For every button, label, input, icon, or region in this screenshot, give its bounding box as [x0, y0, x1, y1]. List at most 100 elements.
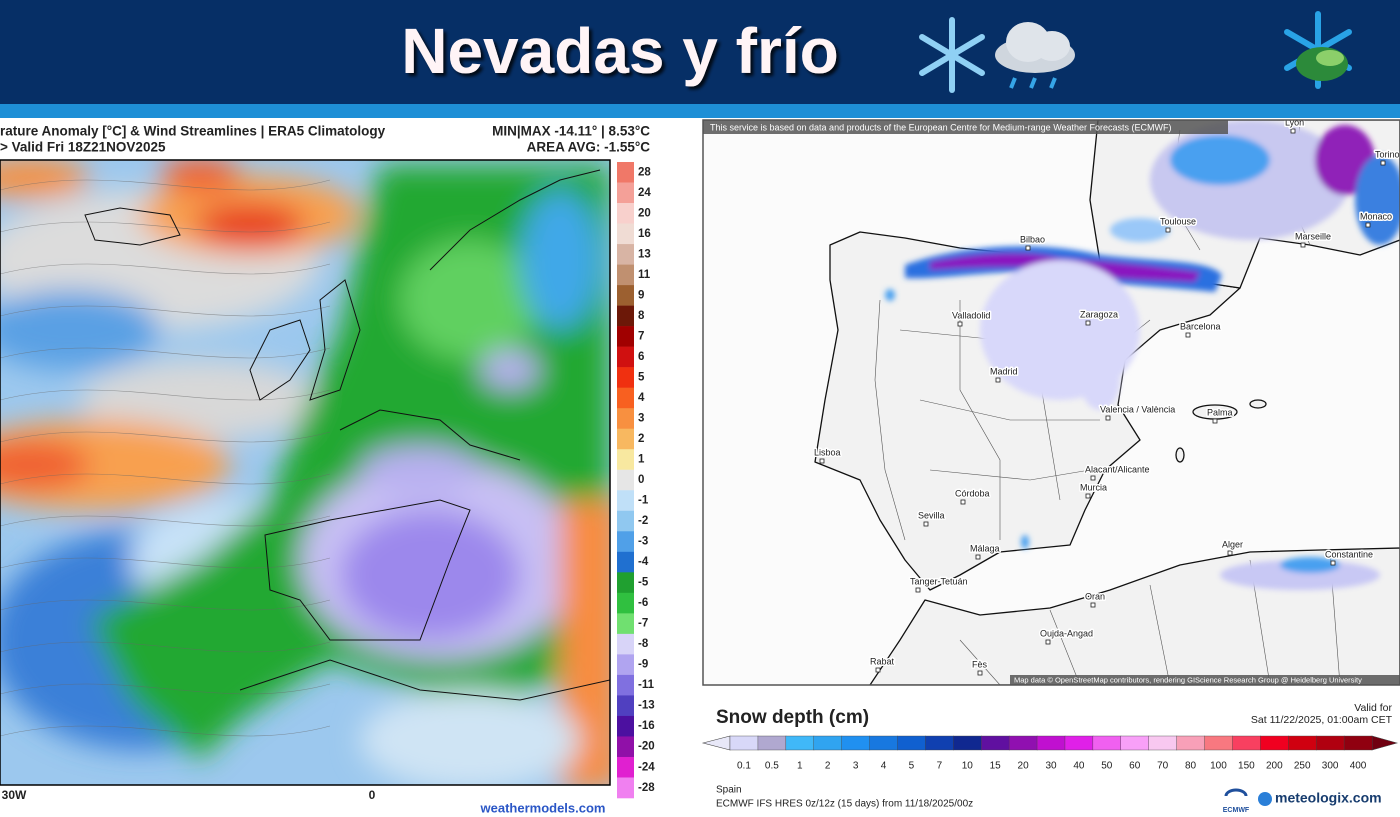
legend-arrow-low — [701, 735, 731, 751]
left-map-title: rature Anomaly [°C] & Wind Streamlines |… — [0, 124, 386, 139]
legend-swatch — [1260, 735, 1289, 751]
city-label: Torino — [1375, 149, 1400, 159]
snow-cover — [885, 120, 1400, 590]
legend-swatch — [981, 735, 1010, 751]
coastline — [264, 499, 471, 641]
streamline — [0, 179, 331, 191]
coastline — [239, 659, 610, 701]
colorbar-swatch — [617, 674, 634, 696]
city-labels: Lyon Torino Monaco Marseille Toulouse Bilbao V… — [813, 120, 1400, 676]
anomaly-blob — [360, 690, 580, 785]
colorbar-swatch — [617, 592, 634, 614]
header-bar — [0, 0, 1400, 104]
snow-area — [1280, 557, 1340, 573]
meteologix-icon — [1258, 792, 1272, 806]
coastline — [249, 319, 311, 401]
legend-label: 5 — [909, 761, 915, 772]
anomaly-blob — [480, 350, 540, 390]
snow-area — [1110, 218, 1170, 242]
city-marker — [1105, 415, 1111, 421]
streamline — [0, 641, 331, 653]
coastline — [309, 279, 361, 401]
legend-swatch — [785, 735, 815, 751]
colorbar-label: -5 — [638, 577, 649, 589]
valid-time: Sat 11/22/2025, 01:00am CET — [1251, 714, 1393, 726]
colorbar-swatch — [617, 736, 634, 758]
legend-swatch — [869, 735, 898, 751]
city-marker — [1227, 550, 1233, 556]
left-map-area-avg: AREA AVG: -1.55°C — [527, 140, 651, 155]
city-label: Córdoba — [955, 488, 990, 498]
colorbar-label: 1 — [638, 454, 645, 466]
streamline — [0, 599, 331, 611]
colorbar-swatch — [617, 326, 634, 347]
legend-swatch — [1064, 735, 1094, 751]
anomaly-blob — [80, 360, 320, 440]
legend-label: 2 — [825, 761, 831, 772]
legend-label: 150 — [1238, 761, 1255, 772]
colorbar-swatch — [617, 449, 634, 471]
temperature-anomaly-map — [0, 160, 610, 785]
anomaly-blob — [340, 510, 520, 640]
streamline — [0, 263, 331, 275]
colorbar-label: -24 — [638, 761, 655, 773]
streamline — [0, 431, 331, 443]
city-label: Toulouse — [1160, 216, 1196, 226]
borders — [874, 124, 1341, 685]
city-marker — [975, 554, 981, 560]
colorbar-label: -1 — [638, 495, 649, 507]
colorbar-label: 4 — [638, 392, 645, 404]
snow-area — [1080, 350, 1120, 410]
legend-label: 7 — [937, 761, 943, 772]
city-label: Fès — [972, 659, 988, 669]
city-marker — [1085, 320, 1091, 326]
anomaly-blob — [400, 240, 540, 360]
colorbar-swatch — [617, 531, 634, 553]
island — [1175, 447, 1185, 463]
colorbar-label: 24 — [638, 187, 651, 199]
legend-label: 4 — [881, 761, 887, 772]
legend-swatch — [1288, 735, 1317, 751]
wind-streamlines — [0, 179, 331, 737]
legend-swatch — [757, 735, 787, 751]
border-line — [959, 639, 1001, 685]
legend-swatch — [1036, 735, 1066, 751]
attribution-box — [1010, 675, 1400, 685]
city-marker — [1165, 227, 1171, 233]
meteologix-text: meteologix.com — [1275, 790, 1382, 806]
border-line — [1049, 609, 1081, 685]
legend-label: 3 — [853, 761, 859, 772]
anomaly-blob — [0, 420, 230, 510]
legend-label: 50 — [1101, 761, 1113, 772]
snow-area — [1220, 560, 1380, 590]
legend-label: 40 — [1073, 761, 1085, 772]
colorbar-swatch — [617, 510, 634, 532]
colorbar-swatch — [617, 305, 634, 327]
border-line — [874, 299, 906, 541]
city-marker — [1085, 493, 1091, 499]
left-map-minmax: MIN|MAX -14.11° | 8.53°C — [492, 124, 650, 139]
city-label: Bilbao — [1020, 234, 1045, 244]
city-label: Valencia / València — [1100, 404, 1175, 414]
colorbar-label: -20 — [638, 741, 655, 753]
snow-area — [885, 289, 895, 301]
legend-swatch — [1343, 735, 1373, 751]
anomaly-blob — [160, 160, 240, 193]
colorbar-swatch — [617, 264, 634, 286]
legend-swatch — [1008, 735, 1038, 751]
legend-swatch — [897, 735, 926, 751]
legend-swatch — [841, 735, 871, 751]
city-marker — [915, 587, 921, 593]
legend-label: 250 — [1294, 761, 1311, 772]
snow-area — [1355, 155, 1400, 245]
colorbar-label: 6 — [638, 351, 644, 363]
legend-title: Snow depth (cm) — [716, 707, 869, 728]
colorbar-label: -9 — [638, 659, 648, 671]
colorbar-swatch — [617, 346, 634, 368]
notice-box — [703, 120, 1228, 134]
legend-label: 60 — [1129, 761, 1141, 772]
colorbar-swatch — [617, 428, 634, 450]
legend-swatch — [1148, 735, 1178, 751]
